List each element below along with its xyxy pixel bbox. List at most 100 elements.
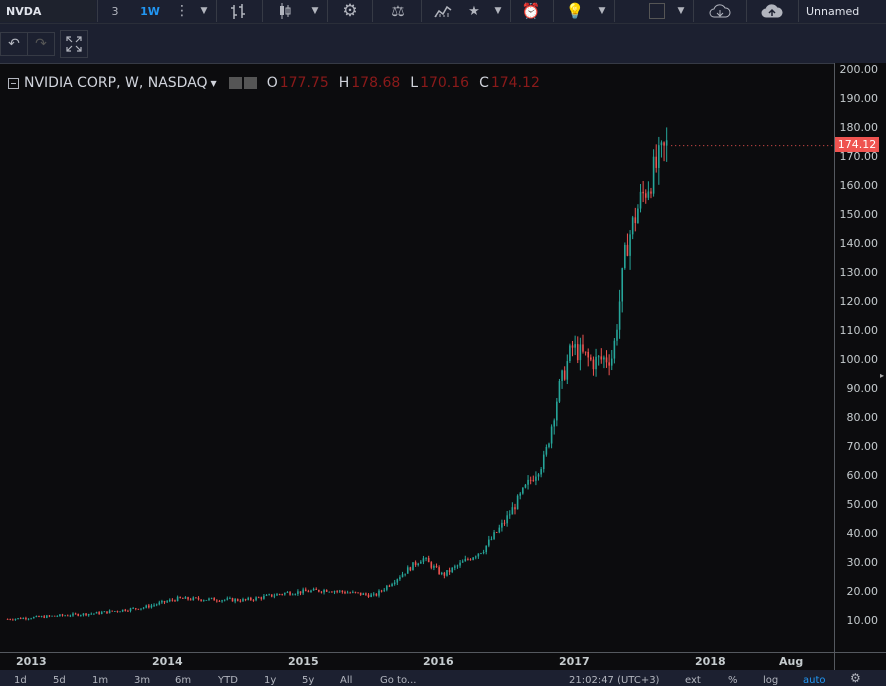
candle-body <box>268 594 270 596</box>
candle-body <box>200 599 202 601</box>
chevron-down-icon[interactable]: ▼ <box>311 6 319 16</box>
candle-body <box>341 590 344 592</box>
candle-body <box>590 357 592 360</box>
price-tick: 140.00 <box>839 237 879 250</box>
time-axis[interactable] <box>0 652 834 670</box>
clock-display[interactable]: 21:02:47 (UTC+3) <box>569 675 660 686</box>
candle-body <box>299 591 302 594</box>
candle-body <box>174 600 176 602</box>
price-tick: 60.00 <box>846 469 879 482</box>
ext-toggle[interactable]: ext <box>685 675 701 686</box>
candle-body <box>263 595 265 599</box>
candle-body <box>291 594 294 596</box>
candle-body <box>328 591 331 593</box>
fullscreen-icon[interactable] <box>60 30 88 58</box>
candle-chart-type-icon[interactable] <box>270 0 300 22</box>
candle-body <box>129 608 132 611</box>
candle-body <box>391 584 393 587</box>
candle-body <box>276 594 278 596</box>
candle-body <box>485 545 488 553</box>
cloud-download-icon[interactable] <box>700 0 740 22</box>
lightbulb-icon[interactable]: 💡 <box>565 2 585 20</box>
candle-body <box>231 598 234 602</box>
symbol-input[interactable]: NVDA <box>0 0 96 22</box>
candle-body <box>603 357 605 360</box>
collapse-panel-icon[interactable]: ▸ <box>880 371 885 380</box>
collapse-icon[interactable] <box>8 77 19 89</box>
separator <box>510 0 511 22</box>
price-axis[interactable]: 200.00 190.00 180.00 170.00 160.00 150.0… <box>834 63 886 652</box>
range-ytd-button[interactable]: YTD <box>218 675 238 686</box>
candle-body <box>250 597 252 600</box>
candle-body <box>474 556 477 558</box>
candle-body <box>127 610 129 612</box>
candle-body <box>333 591 336 593</box>
candle-body <box>273 595 276 597</box>
cloud-upload-icon[interactable] <box>752 0 792 22</box>
indicators-icon[interactable] <box>428 0 458 22</box>
candle-body <box>119 611 121 613</box>
candle-body <box>213 597 216 601</box>
interval-3-button[interactable]: 3 <box>111 4 119 18</box>
goto-button[interactable]: Go to... <box>380 675 417 686</box>
range-all-button[interactable]: All <box>340 675 353 686</box>
price-tick: 190.00 <box>839 92 879 105</box>
gear-icon[interactable]: ⚙ <box>342 1 358 21</box>
candle-body <box>396 579 399 583</box>
candle-body <box>608 362 610 366</box>
candle-body <box>461 561 464 563</box>
candle-body <box>454 566 456 568</box>
more-intervals-icon[interactable]: ⋮ <box>175 3 189 19</box>
bar-chart-type-icon[interactable] <box>224 0 254 22</box>
range-5d-button[interactable]: 5d <box>53 675 66 686</box>
chevron-down-icon[interactable]: ▼ <box>200 6 208 16</box>
range-5y-button[interactable]: 5y <box>302 675 315 686</box>
compare-scale-icon[interactable]: ⚖ <box>391 2 405 20</box>
candle-body <box>197 597 200 600</box>
candle-body <box>72 613 74 616</box>
gear-icon[interactable]: ⚙ <box>850 671 861 685</box>
range-3m-button[interactable]: 3m <box>134 675 151 686</box>
chevron-down-icon[interactable]: ▼ <box>210 78 217 88</box>
range-1y-button[interactable]: 1y <box>264 675 277 686</box>
eye-icon[interactable] <box>228 77 242 89</box>
chevron-down-icon[interactable]: ▼ <box>677 6 685 16</box>
candle-body <box>103 611 106 613</box>
separator <box>216 0 217 22</box>
layout-name-button[interactable]: Unnamed <box>806 4 860 18</box>
candle-body <box>168 599 171 602</box>
layout-icon[interactable] <box>646 1 668 21</box>
candle-body <box>247 597 250 600</box>
range-6m-button[interactable]: 6m <box>175 675 192 686</box>
percent-toggle[interactable]: % <box>728 675 738 686</box>
chevron-down-icon[interactable]: ▼ <box>598 6 606 16</box>
star-icon[interactable]: ★ <box>468 3 480 19</box>
interval-1w-button[interactable]: 1W <box>140 4 160 18</box>
candle-body <box>660 142 663 146</box>
redo-icon[interactable]: ↷ <box>27 32 55 56</box>
candle-body <box>574 344 576 348</box>
separator <box>614 0 615 22</box>
candle-body <box>540 469 542 475</box>
candle-body <box>529 479 532 481</box>
range-1m-button[interactable]: 1m <box>92 675 109 686</box>
undo-icon[interactable]: ↶ <box>0 32 28 56</box>
chart-pane[interactable] <box>0 63 834 652</box>
symbol-title[interactable]: NVIDIA CORP, W, NASDAQ <box>24 75 208 91</box>
candle-body <box>642 191 644 194</box>
candle-body <box>558 380 561 402</box>
candle-body <box>100 612 103 614</box>
candle-body <box>312 588 315 591</box>
alert-clock-icon[interactable]: ⏰ <box>521 2 541 20</box>
separator <box>372 0 373 22</box>
candle-body <box>35 616 38 617</box>
high-label: H <box>338 75 350 91</box>
chevron-down-icon[interactable]: ▼ <box>494 6 502 16</box>
log-toggle[interactable]: log <box>763 675 779 686</box>
range-1d-button[interactable]: 1d <box>14 675 27 686</box>
candle-body <box>435 566 438 568</box>
auto-toggle[interactable]: auto <box>803 675 826 686</box>
candle-body <box>325 590 328 592</box>
settings-small-icon[interactable] <box>243 77 257 89</box>
candle-body <box>302 589 304 594</box>
